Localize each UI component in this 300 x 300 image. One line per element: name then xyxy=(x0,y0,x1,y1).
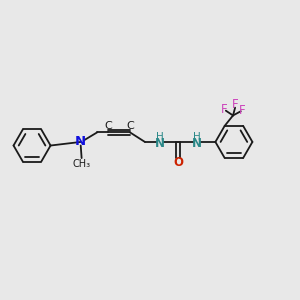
Text: H: H xyxy=(193,132,201,142)
Text: F: F xyxy=(239,103,245,117)
Text: F: F xyxy=(232,98,239,111)
Text: C: C xyxy=(104,122,112,131)
Text: H: H xyxy=(156,132,164,142)
Text: N: N xyxy=(192,136,202,150)
Text: F: F xyxy=(221,103,228,116)
Text: N: N xyxy=(155,136,165,150)
Text: C: C xyxy=(127,122,134,131)
Text: N: N xyxy=(75,135,86,148)
Text: CH₃: CH₃ xyxy=(73,159,91,169)
Text: O: O xyxy=(173,156,183,169)
